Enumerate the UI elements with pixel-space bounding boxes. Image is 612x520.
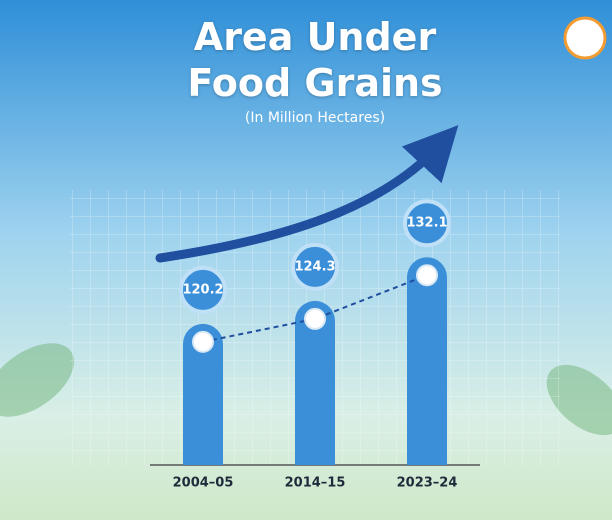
chart-subtitle: (In Million Hectares) <box>244 110 386 126</box>
x-tick-label: 2023–24 <box>397 476 458 491</box>
leaf <box>0 343 74 417</box>
value-label: 124.3 <box>294 259 335 274</box>
bar <box>183 323 223 465</box>
bar <box>407 257 447 465</box>
trend-arrow <box>155 125 459 263</box>
value-bubble <box>403 199 451 248</box>
bar <box>295 300 335 465</box>
value-label: 132.1 <box>406 216 447 231</box>
point <box>416 264 438 287</box>
chart-title: Area Under Food Grains <box>187 15 443 105</box>
leaf <box>546 364 612 436</box>
point <box>192 330 214 353</box>
x-tick-label: 2014–15 <box>285 476 346 491</box>
value-bubble <box>179 265 227 314</box>
logo <box>563 16 607 60</box>
point <box>304 307 326 330</box>
trend-line <box>202 274 428 343</box>
value-label: 120.2 <box>182 282 223 297</box>
value-bubble <box>291 242 339 291</box>
x-tick-label: 2004–05 <box>173 476 234 491</box>
